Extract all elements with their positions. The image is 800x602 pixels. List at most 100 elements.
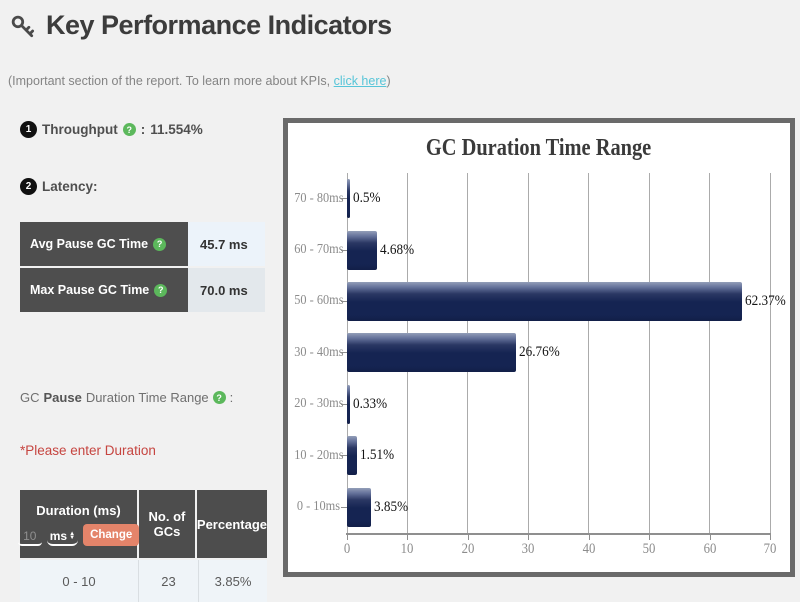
chart-plot-area: 70 - 80ms 0.5% 60 - 70ms 4.68% 50 - 60ms 62.3… <box>288 173 790 573</box>
subtitle: (Important section of the report. To lea… <box>8 74 391 88</box>
throughput-label: Throughput <box>42 122 118 137</box>
chart-title-wrap: GC Duration Time Range <box>288 135 790 162</box>
max-pause-header-cell: Max Pause GC Time ? <box>20 268 188 312</box>
chart-y-tick <box>341 300 347 302</box>
chart-bar-area: 3.85% <box>347 481 790 532</box>
unit-select[interactable]: ms ▲ ▼ <box>46 528 79 546</box>
chart-gridline <box>769 173 771 533</box>
gc-duration-chart: GC Duration Time Range 70 - 80ms 0.5% 60 -… <box>283 118 795 577</box>
chart-bar-area: 1.51% <box>347 430 790 481</box>
throughput-help-icon[interactable]: ? <box>122 123 136 136</box>
chart-x-tick <box>467 535 469 540</box>
chart-y-tick <box>341 352 347 354</box>
chart-x-tick-label: 40 <box>582 541 596 557</box>
duration-table: Duration (ms) ms ▲▼ Change No. of GCs Pe… <box>17 490 267 602</box>
chart-row: 10 - 20ms 1.51% <box>288 430 790 481</box>
chart-value-label: 26.76% <box>519 344 561 361</box>
chart-row: 30 - 40ms 26.76% <box>288 327 790 378</box>
chart-value-label: 0.33% <box>353 395 388 412</box>
chart-gridline <box>588 173 590 533</box>
chart-x-tick-label: 60 <box>703 541 716 557</box>
chart-x-tick-label: 30 <box>521 541 535 557</box>
chart-y-tick <box>341 506 347 508</box>
chart-x-tick <box>407 535 409 540</box>
chart-bar-area: 0.33% <box>347 379 790 430</box>
percentage-cell: 3.85% <box>214 573 252 589</box>
duration-warning: *Please enter Duration <box>20 443 156 458</box>
gc-pause-help-icon[interactable]: ? <box>212 391 226 404</box>
avg-pause-label: Avg Pause GC Time <box>30 237 149 251</box>
page-header: Key Performance Indicators <box>10 8 392 42</box>
duration-controls: ms ▲▼ Change <box>17 523 140 546</box>
max-pause-help-icon[interactable]: ? <box>154 283 168 297</box>
latency-line: 2 Latency: <box>20 178 98 195</box>
chart-bar-area: 26.76% <box>347 327 790 378</box>
duration-table-header: Duration (ms) ms ▲▼ Change No. of GCs Pe… <box>17 490 267 558</box>
chart-row: 70 - 80ms 0.5% <box>288 173 790 224</box>
chart-bar <box>347 230 377 270</box>
duration-column-label: Duration (ms) <box>36 502 121 518</box>
chart-row: 0 - 10ms 3.85% <box>288 481 790 532</box>
gcs-cell: 23 <box>139 560 199 602</box>
chart-x-tick <box>709 535 711 540</box>
kpi-learn-more-link[interactable]: click here <box>333 74 387 88</box>
chart-bar <box>347 487 372 527</box>
arrow-down-icon: ▼ <box>69 534 76 541</box>
avg-pause-help-icon[interactable]: ? <box>153 237 167 251</box>
chart-x-tick-label: 20 <box>461 541 475 557</box>
duration-input[interactable] <box>17 528 42 546</box>
chart-value-label: 3.85% <box>374 498 409 515</box>
chart-row: 50 - 60ms 62.37% <box>288 276 790 327</box>
chart-y-tick <box>341 198 347 200</box>
chart-x-tick <box>528 535 530 540</box>
throughput-value: 11.554% <box>150 122 203 137</box>
latency-label: Latency: <box>42 179 98 194</box>
chart-category-label: 50 - 60ms <box>294 293 344 309</box>
percentage-column-label: Percentage <box>196 516 267 532</box>
key-icon <box>11 15 35 38</box>
chart-bar <box>347 333 517 373</box>
gc-pause-part3: Duration Time Range <box>85 390 209 405</box>
chart-x-tick-label: 10 <box>401 541 414 557</box>
duration-cell: 0 - 10 <box>20 560 139 602</box>
chart-x-tick <box>649 535 651 540</box>
chart-category-label: 70 - 80ms <box>294 190 344 206</box>
gc-pause-duration-line: GC Pause Duration Time Range ? : <box>20 390 233 405</box>
avg-pause-header-cell: Avg Pause GC Time ? <box>20 222 188 266</box>
duration-header-cell: Duration (ms) ms ▲▼ Change <box>17 490 140 558</box>
chart-category-label: 20 - 30ms <box>294 396 344 412</box>
latency-table: Avg Pause GC Time ? 45.7 ms Max Pause GC… <box>20 222 265 314</box>
table-row: Max Pause GC Time ? 70.0 ms <box>20 268 265 312</box>
subtitle-suffix: ) <box>386 74 391 88</box>
chart-category-label: 10 - 20ms <box>294 447 344 463</box>
chart-gridline <box>709 173 711 533</box>
chart-bar <box>347 179 351 219</box>
page-title: Key Performance Indicators <box>46 9 392 40</box>
chart-gridline <box>648 173 650 533</box>
gc-pause-part1: GC <box>20 390 40 405</box>
max-pause-label: Max Pause GC Time <box>30 283 150 297</box>
badge-2: 2 <box>20 178 37 195</box>
chart-bar-area: 62.37% <box>347 276 790 327</box>
unit-select-value: ms <box>49 528 68 543</box>
chart-gridline <box>527 173 529 533</box>
chart-x-tick-label: 0 <box>343 541 351 557</box>
chart-category-label: 60 - 70ms <box>294 242 344 258</box>
chart-y-tick <box>341 249 347 251</box>
chart-y-tick <box>341 403 347 405</box>
chart-bar-area: 0.5% <box>347 173 790 224</box>
chart-category-label: 0 - 10ms <box>296 499 340 515</box>
chart-x-tick <box>347 535 348 540</box>
chart-x-tick-label: 50 <box>642 541 656 557</box>
change-button[interactable]: Change <box>83 523 140 546</box>
chart-x-tick <box>770 535 771 540</box>
chart-category-label: 30 - 40ms <box>294 344 344 360</box>
chart-bar <box>347 436 357 476</box>
chart-x-tick <box>588 535 590 540</box>
table-row: 0 - 10 23 3.85% <box>20 560 267 602</box>
chart-value-label: 0.5% <box>353 190 381 207</box>
chart-value-label: 1.51% <box>359 447 394 464</box>
chart-rows: 70 - 80ms 0.5% 60 - 70ms 4.68% 50 - 60ms 62.3… <box>288 173 790 533</box>
chart-title: GC Duration Time Range <box>426 135 652 161</box>
avg-pause-value: 45.7 ms <box>188 222 265 266</box>
